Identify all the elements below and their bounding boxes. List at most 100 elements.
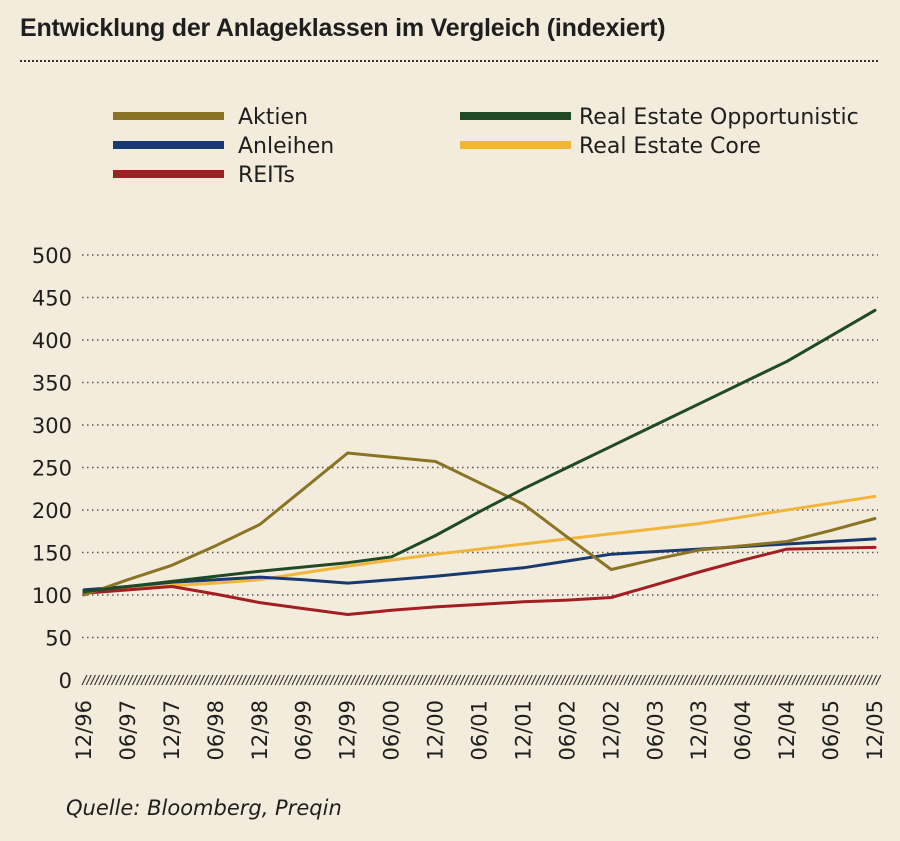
y-tick-label: 100: [32, 584, 72, 608]
baseline-hatch: [698, 674, 705, 686]
baseline-hatch: [543, 674, 550, 686]
baseline-hatch: [123, 674, 130, 686]
x-tick-label: 12/01: [511, 700, 535, 761]
baseline-hatch: [774, 674, 781, 686]
baseline-hatch: [232, 674, 239, 686]
baseline-hatch: [635, 674, 642, 686]
baseline-hatch: [161, 674, 168, 686]
baseline-hatch: [829, 674, 836, 686]
baseline-hatch: [467, 674, 474, 686]
baseline-hatch: [677, 674, 684, 686]
baseline-hatch: [845, 674, 852, 686]
baseline-hatch: [694, 674, 701, 686]
baseline-hatch: [509, 674, 516, 686]
legend-label: Real Estate Core: [579, 134, 761, 159]
baseline-hatch: [480, 674, 487, 686]
baseline-hatch: [140, 674, 147, 686]
y-tick-label: 500: [32, 244, 72, 268]
baseline-hatch: [497, 674, 504, 686]
baseline-hatch: [619, 674, 626, 686]
baseline-hatch: [194, 674, 201, 686]
baseline-hatch: [337, 674, 344, 686]
baseline-hatch: [211, 674, 218, 686]
baseline-hatch: [791, 674, 798, 686]
baseline-hatch: [278, 674, 285, 686]
baseline-hatch: [316, 674, 323, 686]
series-line-aktien: [82, 451, 877, 597]
baseline-hatch: [505, 674, 512, 686]
baseline-hatch: [837, 674, 844, 686]
baseline-hatch: [186, 674, 193, 686]
x-tick-label: 06/04: [731, 700, 755, 761]
baseline-hatch: [308, 674, 315, 686]
baseline-hatch: [493, 674, 500, 686]
baseline-hatch: [371, 674, 378, 686]
baseline-hatch: [119, 674, 126, 686]
x-tick-label: 06/05: [819, 700, 843, 761]
baseline-hatch: [388, 674, 395, 686]
baseline-hatch: [535, 674, 542, 686]
baseline-hatch: [581, 674, 588, 686]
source-note: Quelle: Bloomberg, Preqin: [66, 796, 342, 820]
baseline-hatch: [283, 674, 290, 686]
legend-label: Real Estate Opportunistic: [579, 105, 859, 130]
baseline-hatch: [812, 674, 819, 686]
baseline-hatch: [358, 674, 365, 686]
x-tick-label: 12/98: [248, 700, 272, 761]
baseline-hatch: [803, 674, 810, 686]
baseline-hatch: [320, 674, 327, 686]
legend: Aktien Anleihen REITs Real Estate Opportuni…: [113, 105, 859, 188]
baseline-hatch: [442, 674, 449, 686]
baseline-hatch: [224, 674, 231, 686]
baseline-hatch: [106, 674, 113, 686]
baseline-hatch: [787, 674, 794, 686]
x-axis-ticks: 12/96 06/97 12/97 06/98 12/98 06/99 12/99 06/00…: [72, 700, 887, 761]
baseline-hatch: [400, 674, 407, 686]
x-tick-label: 12/04: [775, 700, 799, 761]
x-tick-label: 06/99: [292, 700, 316, 761]
baseline-hatch: [396, 674, 403, 686]
baseline-hatch: [115, 674, 122, 686]
baseline-hatch: [589, 674, 596, 686]
baseline-hatch: [178, 674, 185, 686]
baseline-hatch: [736, 674, 743, 686]
baseline-hatch: [438, 674, 445, 686]
baseline-hatch: [850, 674, 857, 686]
baseline-hatch: [144, 674, 151, 686]
y-tick-label: 300: [32, 414, 72, 438]
baseline-hatch: [593, 674, 600, 686]
baseline-hatch: [404, 674, 411, 686]
baseline-hatch: [409, 674, 416, 686]
baseline-hatch: [648, 674, 655, 686]
baseline-hatch: [312, 674, 319, 686]
y-tick-label: 50: [45, 627, 72, 651]
baseline-hatch: [379, 674, 386, 686]
x-tick-label: 06/01: [468, 700, 492, 761]
y-tick-label: 350: [32, 372, 72, 396]
baseline-hatch: [644, 674, 651, 686]
x-axis-hatched-baseline: [81, 674, 882, 686]
baseline-hatch: [866, 674, 873, 686]
x-tick-label: 12/03: [687, 700, 711, 761]
baseline-hatch: [522, 674, 529, 686]
baseline-hatch: [304, 674, 311, 686]
baseline-hatch: [488, 674, 495, 686]
baseline-hatch: [446, 674, 453, 686]
baseline-hatch: [89, 674, 96, 686]
x-tick-label: 12/96: [72, 700, 96, 761]
baseline-hatch: [602, 674, 609, 686]
baseline-hatch: [572, 674, 579, 686]
baseline-hatch: [656, 674, 663, 686]
series-line-real-estate-core: [82, 494, 877, 594]
baseline-hatch: [295, 674, 302, 686]
y-tick-label: 0: [59, 669, 72, 693]
baseline-hatch: [413, 674, 420, 686]
legend-label: Aktien: [238, 105, 308, 130]
baseline-hatch: [287, 674, 294, 686]
baseline-hatch: [665, 674, 672, 686]
baseline-hatch: [257, 674, 264, 686]
y-tick-label: 150: [32, 542, 72, 566]
baseline-hatch: [749, 674, 756, 686]
baseline-hatch: [614, 674, 621, 686]
baseline-hatch: [854, 674, 861, 686]
